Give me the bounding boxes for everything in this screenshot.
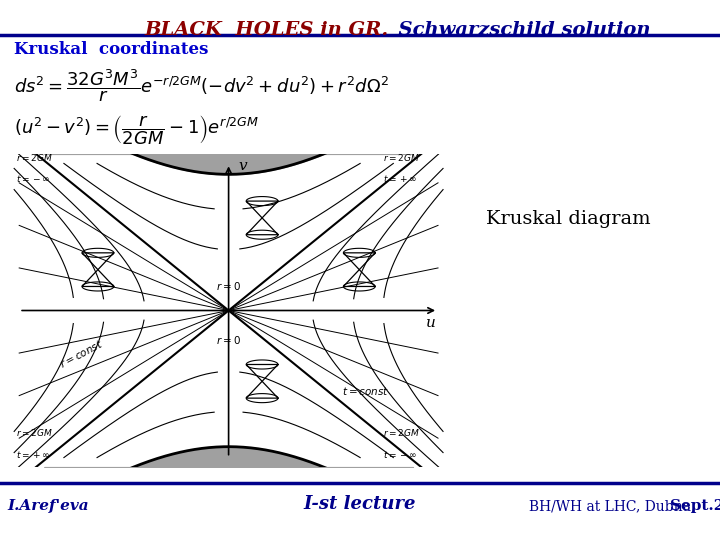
Text: $t = +\infty$: $t = +\infty$	[16, 449, 50, 460]
Text: $r = 0$: $r = 0$	[216, 280, 241, 292]
Text: $t = const$: $t = const$	[343, 385, 390, 397]
Text: Kruskal diagram: Kruskal diagram	[486, 210, 651, 228]
Text: u: u	[426, 316, 436, 330]
Polygon shape	[19, 140, 229, 481]
Text: $(u^2 - v^2) = \left(\dfrac{r}{2GM} - 1\right)e^{r/2GM}$: $(u^2 - v^2) = \left(\dfrac{r}{2GM} - 1\…	[14, 113, 260, 147]
Text: Sept.2008: Sept.2008	[670, 499, 720, 513]
Text: $r = const$: $r = const$	[58, 337, 105, 370]
Text: BLACK  HOLES in GR.: BLACK HOLES in GR.	[144, 21, 388, 38]
Text: $t = +\infty$: $t = +\infty$	[383, 173, 417, 185]
Text: v: v	[238, 159, 247, 173]
Text: $ds^2 = \dfrac{32G^3M^3}{r}e^{-r/2GM}(-dv^2 + du^2) + r^2d\Omega^2$: $ds^2 = \dfrac{32G^3M^3}{r}e^{-r/2GM}(-d…	[14, 68, 390, 104]
Text: $t = -\infty$: $t = -\infty$	[16, 173, 50, 185]
Text: I.Aref'eva: I.Aref'eva	[7, 499, 89, 513]
Text: $r = 0$: $r = 0$	[216, 334, 241, 347]
Text: $r = 2GM$: $r = 2GM$	[383, 427, 420, 438]
Text: $r = 2GM$: $r = 2GM$	[16, 152, 53, 163]
Text: I-st lecture: I-st lecture	[304, 495, 416, 513]
Polygon shape	[229, 140, 438, 481]
Text: $r = 2GM$: $r = 2GM$	[383, 152, 420, 163]
Text: $r = 2GM$: $r = 2GM$	[16, 427, 53, 438]
Text: Schwarzschild solution: Schwarzschild solution	[385, 21, 651, 38]
Text: BH/WH at LHC, Dubna,: BH/WH at LHC, Dubna,	[529, 499, 696, 513]
Text: $t = -\infty$: $t = -\infty$	[383, 449, 417, 460]
Text: Kruskal  coordinates: Kruskal coordinates	[14, 40, 209, 57]
